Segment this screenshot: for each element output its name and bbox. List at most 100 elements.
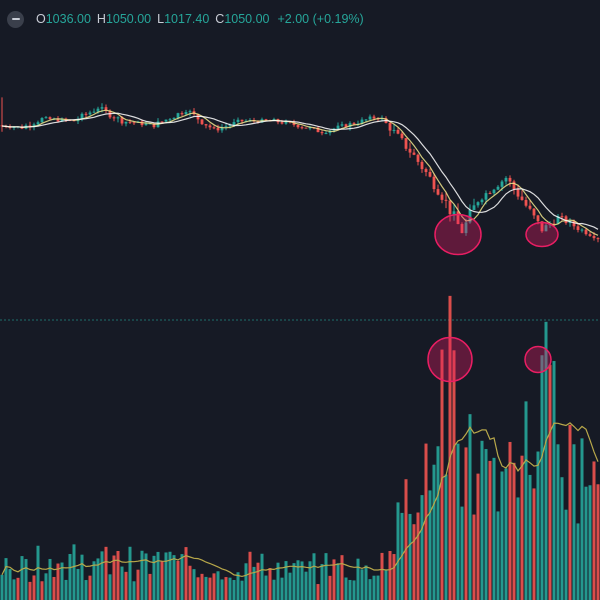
volume-bar[interactable] <box>224 577 228 600</box>
volume-bar[interactable] <box>432 464 436 600</box>
candle[interactable] <box>140 119 144 128</box>
volume-bar[interactable] <box>448 295 452 600</box>
volume-bar[interactable] <box>388 551 392 600</box>
volume-bar[interactable] <box>128 546 132 600</box>
candle[interactable] <box>596 237 600 243</box>
volume-bar[interactable] <box>300 561 304 600</box>
candle[interactable] <box>208 123 212 130</box>
volume-bar[interactable] <box>384 570 388 600</box>
volume-bar[interactable] <box>284 561 288 600</box>
volume-bar[interactable] <box>548 364 552 600</box>
volume-bar[interactable] <box>348 579 352 600</box>
volume-bar[interactable] <box>28 581 32 600</box>
volume-bar[interactable] <box>288 572 292 600</box>
volume-bar[interactable] <box>60 562 64 600</box>
volume-bar[interactable] <box>12 579 16 600</box>
volume-bar[interactable] <box>440 349 444 600</box>
volume-bar[interactable] <box>332 559 336 600</box>
candle[interactable] <box>40 117 44 123</box>
volume-bar[interactable] <box>320 564 324 600</box>
volume-bar[interactable] <box>180 554 184 600</box>
volume-bar[interactable] <box>344 577 348 600</box>
volume-bar[interactable] <box>240 580 244 600</box>
candle[interactable] <box>440 192 444 204</box>
volume-bar[interactable] <box>416 512 420 600</box>
volume-bar[interactable] <box>520 455 524 600</box>
volume-bar[interactable] <box>136 569 140 600</box>
volume-bar[interactable] <box>328 575 332 600</box>
volume-bar[interactable] <box>592 461 596 600</box>
candle[interactable] <box>336 122 340 130</box>
volume-bar[interactable] <box>568 424 572 600</box>
volume-bar[interactable] <box>340 555 344 600</box>
volume-bar[interactable] <box>280 577 284 600</box>
volume-bar[interactable] <box>584 486 588 600</box>
volume-bar[interactable] <box>132 581 136 600</box>
volume-bar[interactable] <box>80 554 84 600</box>
candle[interactable] <box>512 179 516 195</box>
candle[interactable] <box>576 222 580 233</box>
volume-bar[interactable] <box>424 443 428 600</box>
volume-bar[interactable] <box>84 580 88 600</box>
volume-bar[interactable] <box>124 571 128 600</box>
volume-bar[interactable] <box>36 545 40 600</box>
candle[interactable] <box>84 111 88 119</box>
candle[interactable] <box>224 122 228 131</box>
volume-bar[interactable] <box>92 561 96 600</box>
volume-bar[interactable] <box>444 474 448 600</box>
volume-bar[interactable] <box>56 563 60 600</box>
volume-bar[interactable] <box>88 575 92 600</box>
volume-bar[interactable] <box>456 443 460 600</box>
volume-bar[interactable] <box>360 569 364 600</box>
volume-bar[interactable] <box>272 579 276 600</box>
volume-bar[interactable] <box>212 573 216 600</box>
candle[interactable] <box>180 111 184 116</box>
candle[interactable] <box>368 114 372 121</box>
volume-bar[interactable] <box>200 573 204 600</box>
candle[interactable] <box>524 196 528 208</box>
candle[interactable] <box>88 110 92 116</box>
volume-bar[interactable] <box>152 555 156 600</box>
volume-bar[interactable] <box>564 509 568 600</box>
candle[interactable] <box>320 130 324 136</box>
volume-bar[interactable] <box>596 484 600 600</box>
volume-bar[interactable] <box>532 488 536 600</box>
volume-bar[interactable] <box>176 560 180 600</box>
volume-bar[interactable] <box>364 565 368 600</box>
candle[interactable] <box>520 190 524 201</box>
volume-bar[interactable] <box>528 474 532 600</box>
candle[interactable] <box>216 124 220 133</box>
volume-bar[interactable] <box>24 559 28 600</box>
candle[interactable] <box>408 142 412 158</box>
volume-bar[interactable] <box>500 471 504 600</box>
candle[interactable] <box>464 218 468 236</box>
volume-bar[interactable] <box>188 565 192 600</box>
candle[interactable] <box>92 108 96 114</box>
candle[interactable] <box>28 121 32 131</box>
volume-bar[interactable] <box>464 447 468 600</box>
candle[interactable] <box>48 116 52 120</box>
volume-bar[interactable] <box>404 479 408 600</box>
volume-bar[interactable] <box>116 550 120 600</box>
candle[interactable] <box>460 222 464 234</box>
volume-bar[interactable] <box>480 440 484 600</box>
candle[interactable] <box>44 116 48 119</box>
candle[interactable] <box>588 232 592 237</box>
volume-bar[interactable] <box>228 577 232 600</box>
volume-bar[interactable] <box>72 544 76 600</box>
volume-bar[interactable] <box>396 502 400 600</box>
volume-bar[interactable] <box>460 506 464 600</box>
candle[interactable] <box>516 184 520 200</box>
volume-bar[interactable] <box>508 441 512 600</box>
volume-bar[interactable] <box>516 497 520 600</box>
candle[interactable] <box>300 125 304 130</box>
volume-bar[interactable] <box>336 563 340 600</box>
candle[interactable] <box>316 126 320 133</box>
volume-bar[interactable] <box>316 584 320 600</box>
volume-bar[interactable] <box>208 577 212 600</box>
volume-bar[interactable] <box>468 414 472 600</box>
volume-bar[interactable] <box>488 460 492 600</box>
price-pane[interactable] <box>0 97 600 256</box>
volume-bar[interactable] <box>40 581 44 600</box>
